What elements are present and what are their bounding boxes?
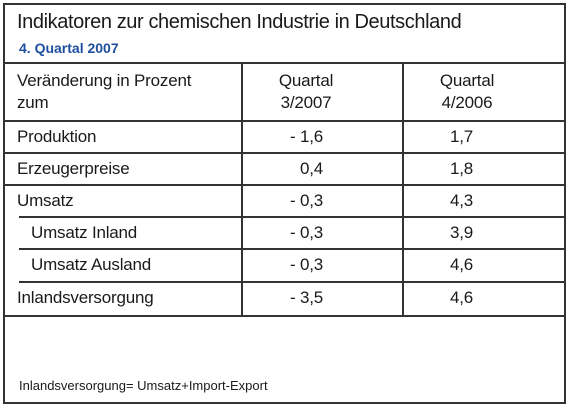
rule <box>5 152 564 154</box>
cell-value: - 3,5 <box>289 288 323 307</box>
rule <box>19 281 564 283</box>
cell-value: 1,8 <box>449 159 473 178</box>
row-label: Produktion <box>17 127 97 146</box>
cell-value: - 1,6 <box>289 127 323 146</box>
column-header: Quartal <box>278 71 334 90</box>
rule <box>5 184 564 186</box>
rule <box>5 315 564 317</box>
row-label: Inlandsversorgung <box>17 288 154 307</box>
cell-value: 0,4 <box>299 159 323 178</box>
cell-value: 4,3 <box>449 191 473 210</box>
footnote: Inlandsversorgung= Umsatz+Import-Export <box>19 378 268 393</box>
row-label: Umsatz <box>17 191 74 210</box>
column-header: Quartal <box>439 71 495 90</box>
cell-value: 4,6 <box>449 288 473 307</box>
cell-value: - 0,3 <box>289 191 323 210</box>
cell-value: - 0,3 <box>289 223 323 242</box>
cell-value: 4,6 <box>449 255 473 274</box>
column-header: zum <box>17 93 49 112</box>
rule <box>19 216 564 218</box>
cell-value: - 0,3 <box>289 255 323 274</box>
rule <box>5 62 564 64</box>
column-rule <box>402 62 404 315</box>
rule <box>19 248 564 250</box>
cell-value: 3,9 <box>449 223 473 242</box>
row-label: Umsatz Ausland <box>31 255 152 274</box>
column-header: 4/2006 <box>441 93 493 112</box>
title: Indikatoren zur chemischen Industrie in … <box>17 11 462 33</box>
rule <box>5 120 564 122</box>
row-label: Erzeugerpreise <box>17 159 130 178</box>
row-label: Umsatz Inland <box>31 223 138 242</box>
column-rule <box>241 62 243 315</box>
subtitle: 4. Quartal 2007 <box>19 40 119 56</box>
cell-value: 1,7 <box>449 127 473 146</box>
table-frame: Indikatoren zur chemischen Industrie in … <box>3 3 566 404</box>
column-header: Veränderung in Prozent <box>17 71 192 90</box>
column-header: 3/2007 <box>280 93 332 112</box>
